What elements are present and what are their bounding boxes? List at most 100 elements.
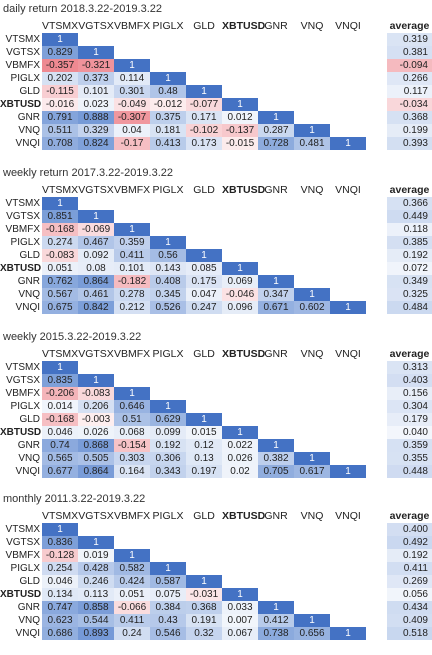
row-label: VNQ	[18, 125, 40, 136]
correlation-cell: -0.083	[42, 249, 78, 262]
average-cell: 0.179	[387, 413, 432, 426]
average-cell: -0.034	[387, 98, 432, 111]
table-title: monthly 2011.3.22-2019.3.22	[3, 493, 146, 505]
row-label: GLD	[19, 86, 40, 97]
diagonal-cell: 1	[150, 400, 186, 413]
correlation-cell: 0.026	[78, 426, 114, 439]
column-header: VBMFX	[114, 510, 151, 522]
diagonal-cell: 1	[42, 361, 78, 374]
row-label: XBTUSD	[0, 589, 42, 600]
average-cell: 0.072	[387, 262, 432, 275]
correlation-cell: 0.675	[42, 301, 78, 314]
correlation-cell: 0.747	[42, 601, 78, 614]
correlation-cell: 0.705	[258, 465, 294, 478]
row-label: GLD	[19, 576, 40, 587]
average-header: average	[389, 510, 430, 522]
table-row: VGTSX 0.829 1 0.381	[0, 46, 432, 59]
correlation-cell: 0.368	[186, 601, 222, 614]
correlation-cell: 0.646	[114, 400, 150, 413]
correlation-cell: -0.069	[78, 223, 114, 236]
correlation-cell: 0.56	[150, 249, 186, 262]
average-cell: 0.434	[387, 601, 432, 614]
average-cell: 0.269	[387, 575, 432, 588]
column-header: PIGLX	[152, 348, 184, 360]
correlation-cell: -0.003	[78, 413, 114, 426]
correlation-cell: 0.101	[114, 262, 150, 275]
row-label: VGTSX	[6, 47, 40, 58]
column-header: XBTUSD	[222, 510, 266, 522]
column-header: GNR	[264, 20, 288, 32]
column-header: XBTUSD	[222, 20, 266, 32]
column-header: GNR	[264, 510, 288, 522]
correlation-cell: 0.829	[42, 46, 78, 59]
correlation-cell: 0.546	[150, 627, 186, 640]
diagonal-cell: 1	[186, 249, 222, 262]
correlation-cell: 0.306	[150, 452, 186, 465]
correlation-cell: 0.046	[42, 426, 78, 439]
diagonal-cell: 1	[330, 627, 366, 640]
correlation-table: daily return 2018.3.22-2019.3.22 VTSMX VGT…	[0, 3, 432, 153]
correlation-cell: 0.74	[42, 439, 78, 452]
average-cell: 0.118	[387, 223, 432, 236]
diagonal-cell: 1	[114, 59, 150, 72]
correlation-cell: -0.012	[150, 98, 186, 111]
diagonal-cell: 1	[78, 374, 114, 387]
correlation-cell: 0.287	[258, 124, 294, 137]
correlation-table: monthly 2011.3.22-2019.3.22 VTSMX VGTSX VBM…	[0, 493, 432, 643]
column-header: VNQI	[335, 20, 361, 32]
column-header: VNQ	[300, 184, 324, 196]
correlation-cell: -0.128	[42, 549, 78, 562]
column-header: XBTUSD	[222, 348, 266, 360]
table-row: GNR 0.74 0.868 -0.154 0.192 0.12 0.022 1 0.359	[0, 439, 432, 452]
column-header: GLD	[193, 348, 215, 360]
average-cell: 0.518	[387, 627, 432, 640]
table-row: VNQI 0.677 0.864 0.164 0.343 0.197 0.02 0.705 0.…	[0, 465, 432, 478]
diagonal-cell: 1	[78, 46, 114, 59]
column-header: VGTSX	[78, 20, 114, 32]
column-header: GNR	[264, 348, 288, 360]
correlation-cell: 0.022	[222, 439, 258, 452]
row-label: GNR	[17, 112, 40, 123]
correlation-cell: 0.033	[222, 601, 258, 614]
correlation-cell: 0.481	[294, 137, 330, 150]
average-header: average	[389, 348, 430, 360]
column-header-row: VTSMX VGTSX VBMFX PIGLX GLD XBTUSD GNR VNQ VNQI a…	[0, 510, 432, 523]
correlation-cell: 0.836	[42, 536, 78, 549]
average-cell: 0.409	[387, 614, 432, 627]
correlation-cell: 0.587	[150, 575, 186, 588]
column-header: VNQ	[300, 348, 324, 360]
column-header: VNQI	[335, 348, 361, 360]
column-header-row: VTSMX VGTSX VBMFX PIGLX GLD XBTUSD GNR VNQ VNQI a…	[0, 184, 432, 197]
correlation-cell: 0.565	[42, 452, 78, 465]
correlation-cell: -0.016	[42, 98, 78, 111]
row-label: XBTUSD	[0, 263, 42, 274]
correlation-cell: 0.893	[78, 627, 114, 640]
correlation-cell: 0.671	[258, 301, 294, 314]
table-title: daily return 2018.3.22-2019.3.22	[3, 3, 163, 15]
correlation-cell: 0.206	[78, 400, 114, 413]
column-header: VBMFX	[114, 348, 151, 360]
correlation-cell: -0.154	[114, 439, 150, 452]
correlation-cell: 0.08	[78, 262, 114, 275]
correlation-cell: 0.181	[150, 124, 186, 137]
correlation-cell: 0.345	[150, 288, 186, 301]
diagonal-cell: 1	[186, 85, 222, 98]
correlation-cell: 0.375	[150, 111, 186, 124]
column-header-row: VTSMX VGTSX VBMFX PIGLX GLD XBTUSD GNR VNQ VNQI a…	[0, 20, 432, 33]
table-row: GLD 0.046 0.246 0.424 0.587 1 0.269	[0, 575, 432, 588]
correlation-cell: 0.384	[150, 601, 186, 614]
row-label: VGTSX	[6, 375, 40, 386]
table-row: GLD -0.168 -0.003 0.51 0.629 1 0.179	[0, 413, 432, 426]
correlation-cell: 0.43	[150, 614, 186, 627]
column-header: VBMFX	[114, 184, 151, 196]
column-header: PIGLX	[152, 510, 184, 522]
average-cell: 0.040	[387, 426, 432, 439]
correlation-cell: 0.278	[114, 288, 150, 301]
table-row: XBTUSD -0.016 0.023 -0.049 -0.012 -0.077 1 -0.0…	[0, 98, 432, 111]
correlation-cell: 0.656	[294, 627, 330, 640]
correlation-cell: -0.17	[114, 137, 150, 150]
table-row: VGTSX 0.835 1 0.403	[0, 374, 432, 387]
correlation-cell: 0.347	[258, 288, 294, 301]
average-cell: 0.393	[387, 137, 432, 150]
correlation-cell: 0.888	[78, 111, 114, 124]
